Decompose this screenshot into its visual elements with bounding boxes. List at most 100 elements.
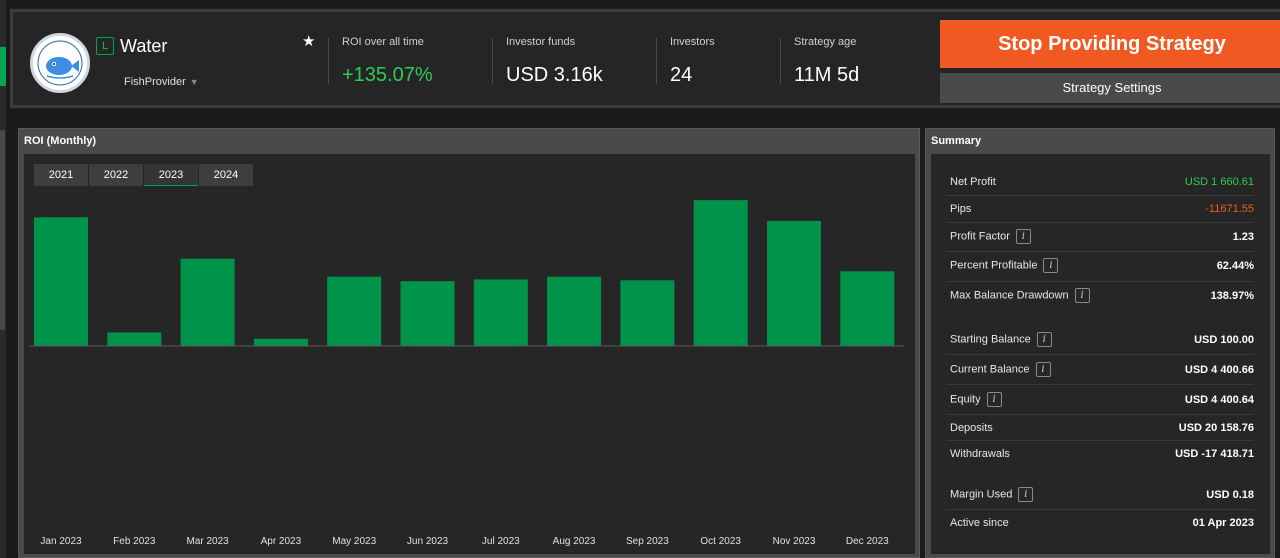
- summary-row-profit-factor: Profit Factor i 1.23: [946, 223, 1254, 252]
- roi-bar-oct-2023[interactable]: [693, 200, 748, 346]
- summary-label: Pips: [950, 203, 972, 215]
- info-icon[interactable]: i: [1018, 487, 1034, 502]
- tab-year-2024[interactable]: 2024: [199, 164, 253, 186]
- x-tick-label: Jun 2023: [407, 536, 449, 547]
- summary-row-deposits: Deposits USD 20 158.76: [946, 415, 1254, 441]
- panel-title: ROI (Monthly): [24, 135, 97, 147]
- level-badge: L: [96, 37, 114, 55]
- summary-value: USD 100.00: [1194, 334, 1254, 346]
- roi-bar-jun-2023[interactable]: [400, 281, 455, 346]
- stat-divider: [492, 38, 493, 84]
- provider-name: FishProvider: [124, 76, 186, 88]
- x-tick-label: Nov 2023: [773, 536, 816, 547]
- summary-value: 138.97%: [1210, 290, 1254, 302]
- tab-year-2021[interactable]: 2021: [34, 164, 88, 186]
- summary-label: Net Profit: [950, 176, 996, 188]
- stat-label: Investors: [670, 36, 715, 48]
- left-scrollbar[interactable]: [0, 130, 5, 330]
- x-tick-label: Dec 2023: [846, 536, 889, 547]
- summary-label: Starting Balance: [950, 333, 1031, 346]
- roi-bar-nov-2023[interactable]: [767, 220, 821, 346]
- info-icon[interactable]: i: [1036, 332, 1052, 347]
- stop-providing-strategy-button[interactable]: Stop Providing Strategy: [940, 20, 1280, 68]
- x-tick-label: Apr 2023: [261, 536, 302, 547]
- info-icon[interactable]: i: [1035, 362, 1051, 377]
- x-tick-label: Jan 2023: [40, 536, 82, 547]
- roi-bar-may-2023[interactable]: [327, 276, 382, 346]
- info-icon[interactable]: i: [1015, 229, 1031, 244]
- info-icon[interactable]: i: [986, 392, 1002, 407]
- stat-label: Investor funds: [506, 36, 576, 48]
- roi-bar-jul-2023[interactable]: [473, 279, 528, 346]
- summary-value: USD -17 418.71: [1175, 448, 1254, 460]
- summary-label: Deposits: [950, 422, 993, 434]
- summary-row-starting-balance: Starting Balance i USD 100.00: [946, 326, 1254, 355]
- stat-value: 11M 5d: [794, 64, 860, 86]
- summary-value: USD 4 400.66: [1184, 364, 1254, 376]
- favorite-star-icon[interactable]: ★: [302, 33, 316, 50]
- summary-value: USD 4 400.64: [1184, 394, 1254, 406]
- panel-title: Summary: [931, 135, 982, 147]
- roi-bar-sep-2023[interactable]: [620, 280, 675, 346]
- stat-investor-funds: Investor funds USD 3.16k: [492, 34, 642, 92]
- stat-strategy-age: Strategy age 11M 5d: [780, 34, 920, 92]
- stat-label: ROI over all time: [342, 36, 424, 48]
- stat-divider: [656, 38, 657, 84]
- summary-list: Net Profit USD 1 660.61 Pips -11671.55 P…: [931, 154, 1270, 554]
- summary-label: Active since: [950, 517, 1009, 529]
- stat-divider: [328, 38, 329, 84]
- summary-value: USD 1 660.61: [1184, 176, 1254, 188]
- summary-row-pips: Pips -11671.55: [946, 196, 1254, 223]
- roi-monthly-panel: ROI (Monthly) Jan 2023 Feb 2023 Mar 2023 Ap…: [18, 128, 920, 558]
- summary-row-margin-used: Margin Used i USD 0.18: [946, 481, 1254, 510]
- summary-value: 1.23: [1232, 231, 1254, 243]
- fish-logo-icon: [34, 37, 86, 89]
- summary-row-equity: Equity i USD 4 400.64: [946, 385, 1254, 415]
- summary-label: Percent Profitable: [950, 259, 1038, 272]
- summary-label: Equity: [950, 393, 981, 406]
- info-icon[interactable]: i: [1043, 258, 1059, 273]
- info-icon[interactable]: i: [1074, 288, 1090, 303]
- roi-bar-dec-2023[interactable]: [840, 271, 895, 346]
- roi-bar-chart: Jan 2023 Feb 2023 Mar 2023 Apr 2023 May 2023…: [29, 200, 904, 547]
- strategy-settings-button[interactable]: Strategy Settings: [940, 73, 1280, 103]
- summary-label: Withdrawals: [950, 448, 1010, 460]
- year-tabs: 2021 2022 2023 2024: [34, 164, 253, 186]
- summary-label: Max Balance Drawdown: [950, 289, 1069, 302]
- summary-value: 01 Apr 2023: [1192, 517, 1254, 529]
- roi-bar-mar-2023[interactable]: [180, 258, 235, 346]
- strategy-header: L Water FishProvider ▼ ★ ROI over all tim…: [10, 9, 1280, 108]
- summary-row-withdrawals: Withdrawals USD -17 418.71: [946, 441, 1254, 467]
- tab-year-2023[interactable]: 2023: [144, 164, 198, 186]
- summary-label: Margin Used: [950, 488, 1013, 501]
- x-tick-label: Aug 2023: [553, 536, 596, 547]
- summary-label: Current Balance: [950, 363, 1030, 376]
- stat-value: +135.07%: [342, 64, 433, 86]
- roi-bar-aug-2023[interactable]: [547, 276, 602, 346]
- stat-roi: ROI over all time +135.07%: [328, 34, 478, 92]
- provider-dropdown[interactable]: FishProvider ▼: [124, 76, 199, 88]
- x-tick-label: Oct 2023: [700, 536, 741, 547]
- strategy-name: Water: [120, 36, 168, 56]
- summary-panel: Summary Net Profit USD 1 660.61 Pips -11…: [925, 128, 1275, 558]
- summary-value: 62.44%: [1216, 260, 1254, 272]
- roi-chart-area: Jan 2023 Feb 2023 Mar 2023 Apr 2023 May 2023…: [24, 154, 915, 554]
- x-tick-label: Jul 2023: [482, 536, 520, 547]
- stat-label: Strategy age: [794, 36, 857, 48]
- x-tick-label: Feb 2023: [113, 536, 156, 547]
- stat-value: USD 3.16k: [506, 64, 603, 86]
- summary-label: Profit Factor: [950, 230, 1010, 243]
- roi-bar-apr-2023[interactable]: [253, 338, 308, 346]
- roi-bar-feb-2023[interactable]: [107, 332, 162, 347]
- summary-row-active-since: Active since 01 Apr 2023: [946, 510, 1254, 536]
- tab-year-2022[interactable]: 2022: [89, 164, 143, 186]
- x-tick-label: Sep 2023: [626, 536, 669, 547]
- summary-row-current-balance: Current Balance i USD 4 400.66: [946, 355, 1254, 385]
- roi-bar-jan-2023[interactable]: [34, 217, 88, 346]
- summary-row-max-balance-drawdown: Max Balance Drawdown i 138.97%: [946, 282, 1254, 312]
- summary-value: -11671.55: [1205, 203, 1254, 215]
- summary-row-percent-profitable: Percent Profitable i 62.44%: [946, 252, 1254, 282]
- stat-divider: [780, 38, 781, 84]
- stat-value: 24: [670, 64, 693, 86]
- provider-avatar: [30, 33, 90, 93]
